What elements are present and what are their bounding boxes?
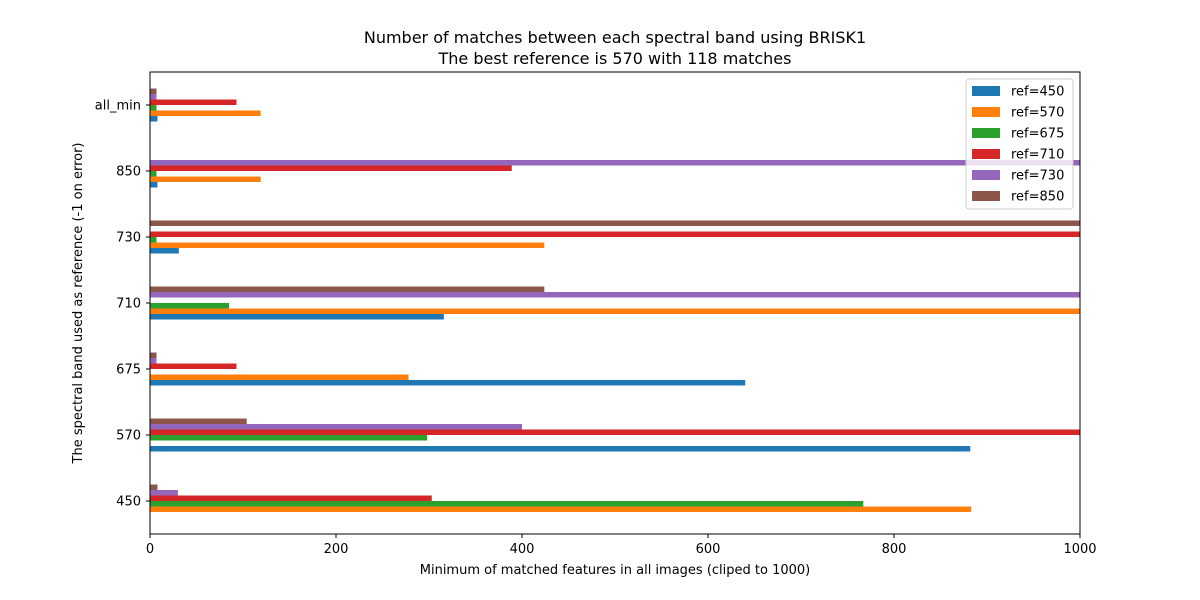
legend-swatch — [972, 107, 1000, 117]
legend-label: ref=570 — [1011, 106, 1064, 121]
bar-ref-730-710 — [150, 292, 1080, 298]
bar-ref-710-730 — [150, 231, 1080, 237]
bar-ref-570-850 — [150, 176, 261, 182]
bar-ref-850-450 — [150, 484, 158, 490]
y-tick-label: all_min — [95, 99, 141, 114]
y-axis-label: The spectral band used as reference (-1 … — [71, 143, 86, 465]
bar-ref-450-730 — [150, 248, 179, 254]
bar-ref-730-850 — [150, 160, 1080, 166]
bar-ref-570-450 — [150, 506, 972, 512]
legend-swatch — [972, 128, 1000, 138]
y-tick-label: 570 — [116, 429, 141, 444]
x-tick-label: 0 — [146, 542, 154, 557]
bar-ref-710-850 — [150, 165, 512, 171]
legend-label: ref=675 — [1011, 127, 1064, 142]
bar-ref-450-710 — [150, 314, 444, 320]
x-tick-label: 1000 — [1063, 542, 1096, 557]
bar-ref-730-675 — [150, 358, 157, 364]
bar-ref-570-675 — [150, 374, 409, 380]
bar-ref-850-570 — [150, 418, 247, 424]
x-tick-label: 400 — [510, 542, 535, 557]
bar-ref-675-850 — [150, 171, 157, 177]
bar-ref-850-675 — [150, 352, 157, 358]
bar-ref-570-730 — [150, 242, 545, 248]
x-axis: 0 200 400 600 800 1000 — [146, 534, 1097, 557]
bar-ref-850-710 — [150, 286, 545, 292]
y-tick-label: 710 — [116, 297, 141, 312]
bar-ref-450-all_min — [150, 116, 158, 122]
x-tick-label: 800 — [882, 542, 907, 557]
bar-ref-675-all_min — [150, 105, 157, 111]
legend-swatch — [972, 170, 1000, 180]
bar-ref-730-570 — [150, 424, 522, 430]
bar-ref-710-all_min — [150, 99, 237, 105]
bar-ref-675-710 — [150, 303, 230, 309]
x-axis-label: Minimum of matched features in all image… — [420, 563, 811, 578]
bars-group — [150, 88, 1080, 512]
bar-ref-710-675 — [150, 363, 237, 369]
bar-ref-675-570 — [150, 435, 428, 441]
bar-ref-570-710 — [150, 308, 1080, 314]
bar-ref-450-570 — [150, 446, 971, 452]
bar-ref-450-850 — [150, 182, 158, 188]
plot-frame — [149, 71, 1081, 535]
bar-ref-710-450 — [150, 495, 432, 501]
bar-ref-675-730 — [150, 237, 157, 243]
y-axis: 450 570 675 710 730 850 all_min — [95, 99, 150, 510]
legend-swatch — [972, 191, 1000, 201]
bar-ref-710-570 — [150, 429, 1080, 435]
bar-ref-450-675 — [150, 380, 746, 386]
legend: ref=450 ref=570 ref=675 ref=710 ref=730 ref=8… — [965, 78, 1074, 210]
bar-ref-850-all_min — [150, 88, 157, 94]
legend-swatch — [972, 149, 1000, 159]
y-tick-label: 850 — [116, 165, 141, 180]
y-tick-label: 450 — [116, 495, 141, 510]
legend-label: ref=730 — [1011, 169, 1064, 184]
y-tick-label: 730 — [116, 231, 141, 246]
y-tick-label: 675 — [116, 363, 141, 378]
legend-label: ref=710 — [1011, 148, 1064, 163]
legend-label: ref=450 — [1011, 85, 1064, 100]
legend-label: ref=850 — [1011, 190, 1064, 205]
chart-subtitle: The best reference is 570 with 118 match… — [438, 49, 792, 68]
x-tick-label: 600 — [696, 542, 721, 557]
bar-ref-850-730 — [150, 220, 1080, 226]
x-tick-label: 200 — [324, 542, 349, 557]
legend-swatch — [972, 86, 1000, 96]
bar-ref-730-all_min — [150, 94, 157, 100]
bar-ref-570-all_min — [150, 110, 261, 116]
bar-ref-730-450 — [150, 490, 178, 496]
bar-ref-675-450 — [150, 501, 864, 507]
chart-title: Number of matches between each spectral … — [364, 28, 866, 47]
